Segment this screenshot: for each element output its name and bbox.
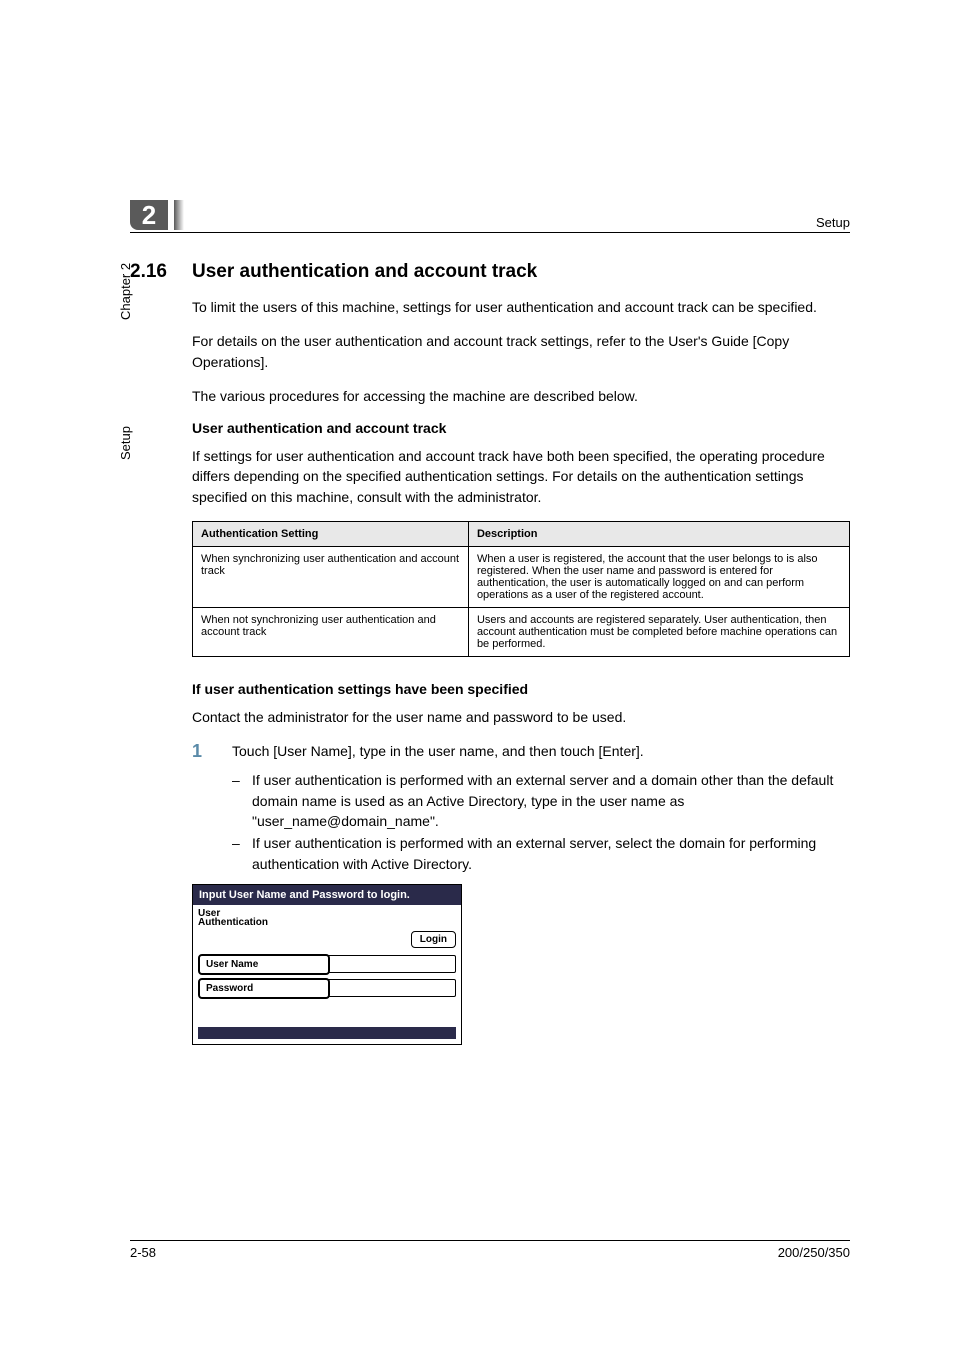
subheading: User authentication and account track <box>192 420 850 436</box>
authentication-table: Authentication Setting Description When … <box>192 521 850 657</box>
table-cell: When synchronizing user authentication a… <box>193 547 469 608</box>
login-footer-bar <box>198 1027 456 1039</box>
step-text: Touch [User Name], type in the user name… <box>232 741 850 762</box>
login-button[interactable]: Login <box>411 931 456 948</box>
table-cell: Users and accounts are registered separa… <box>468 608 849 657</box>
username-field[interactable] <box>328 955 456 973</box>
step-number: 1 <box>192 741 232 762</box>
page-content: 2 Setup 2.16 User authentication and acc… <box>130 200 850 1045</box>
paragraph: To limit the users of this machine, sett… <box>192 297 850 317</box>
section-heading: 2.16 User authentication and account tra… <box>130 261 850 283</box>
table-cell: When not synchronizing user authenticati… <box>193 608 469 657</box>
table-cell: When a user is registered, the account t… <box>468 547 849 608</box>
table-header: Description <box>468 522 849 547</box>
subheading: If user authentication settings have bee… <box>192 681 850 697</box>
sublist-text: If user authentication is performed with… <box>252 770 850 831</box>
table-row: When not synchronizing user authenticati… <box>193 608 850 657</box>
badge-tail <box>174 200 184 230</box>
paragraph: Contact the administrator for the user n… <box>192 707 850 727</box>
paragraph: For details on the user authentication a… <box>192 331 850 372</box>
header-section-label: Setup <box>816 215 850 230</box>
step: 1 Touch [User Name], type in the user na… <box>192 741 850 762</box>
login-panel: Input User Name and Password to login. U… <box>192 884 462 1045</box>
footer-model: 200/250/350 <box>778 1245 850 1260</box>
sublist-text: If user authentication is performed with… <box>252 833 850 874</box>
paragraph: The various procedures for accessing the… <box>192 386 850 406</box>
login-panel-title: Input User Name and Password to login. <box>193 885 461 905</box>
section-title: User authentication and account track <box>192 261 537 283</box>
footer-page-number: 2-58 <box>130 1245 156 1260</box>
username-button[interactable]: User Name <box>198 954 330 975</box>
page-footer: 2-58 200/250/350 <box>130 1240 850 1260</box>
login-auth-label: User Authentication <box>198 909 456 928</box>
page-header: 2 Setup <box>130 200 850 233</box>
dash: – <box>232 833 252 874</box>
password-field[interactable] <box>328 979 456 997</box>
paragraph: If settings for user authentication and … <box>192 446 850 507</box>
password-button[interactable]: Password <box>198 978 330 999</box>
table-header: Authentication Setting <box>193 522 469 547</box>
chapter-badge: 2 <box>130 200 168 230</box>
step-sublist: – If user authentication is performed wi… <box>232 770 850 873</box>
section-number: 2.16 <box>130 261 192 283</box>
dash: – <box>232 770 252 831</box>
table-row: When synchronizing user authentication a… <box>193 547 850 608</box>
label-line: Authentication <box>198 917 268 928</box>
